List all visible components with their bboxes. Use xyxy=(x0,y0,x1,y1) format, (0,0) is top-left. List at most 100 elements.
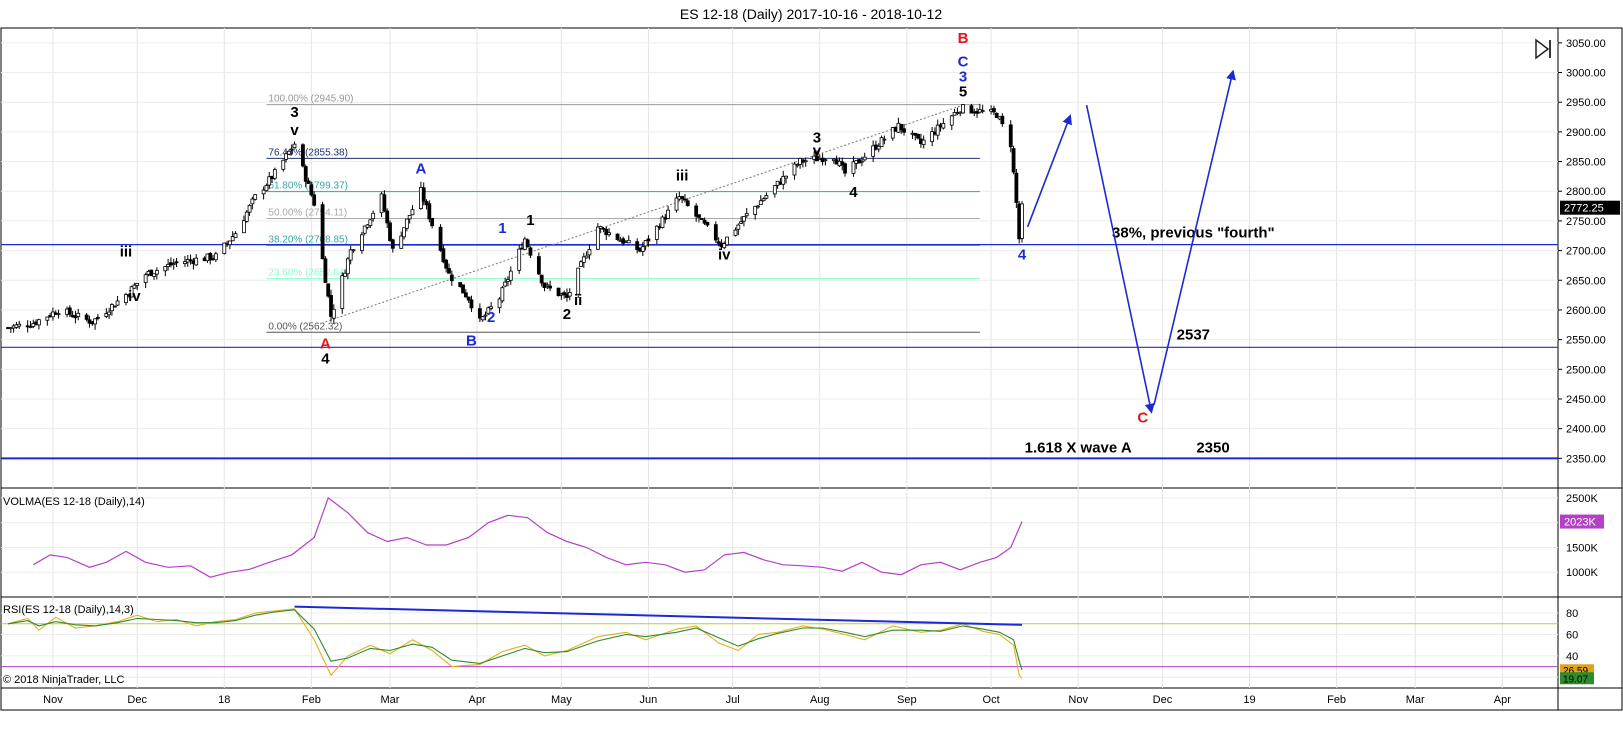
candle-body xyxy=(444,259,449,269)
candle-body xyxy=(135,283,140,286)
candle-body xyxy=(36,319,41,326)
wave-label: C xyxy=(1137,410,1148,427)
candle-body xyxy=(823,159,828,162)
fib-level-label: 100.00% (2945.90) xyxy=(268,94,353,105)
candle-body xyxy=(461,284,465,294)
candle-body xyxy=(643,240,648,247)
wave-label: C xyxy=(958,54,969,71)
candle-body xyxy=(253,194,258,200)
candle-body xyxy=(250,198,255,205)
candle-body xyxy=(980,110,985,112)
wave-label: v xyxy=(290,122,299,139)
fib-level-label: 50.00% (2754.11) xyxy=(268,207,347,218)
candle-body xyxy=(323,258,328,283)
candle-body xyxy=(129,286,134,298)
candle-body xyxy=(992,108,996,113)
x-tick-label: Nov xyxy=(43,694,63,706)
copyright-label: © 2018 NinjaTrader, LLC xyxy=(3,674,124,686)
candle-body xyxy=(430,218,435,227)
candle-body xyxy=(697,214,701,218)
candle-body xyxy=(407,215,412,220)
x-tick-label: Feb xyxy=(302,694,321,706)
x-tick-label: Apr xyxy=(1494,694,1511,706)
candle-body xyxy=(601,227,606,230)
candle-body xyxy=(694,205,699,217)
candle-body xyxy=(331,308,336,319)
candle-body xyxy=(607,232,611,236)
x-tick-label: Mar xyxy=(1406,694,1425,706)
volma-tick-label: 1500K xyxy=(1566,542,1598,554)
candle-body xyxy=(699,218,704,220)
wave-label: 4 xyxy=(321,350,330,367)
candle-body xyxy=(764,195,769,199)
annotation-label: 38%, previous "fourth" xyxy=(1112,225,1275,242)
candle-body xyxy=(228,240,232,246)
candle-body xyxy=(292,143,297,149)
candle-body xyxy=(680,196,685,200)
candle-body xyxy=(548,285,553,289)
x-tick-label: Dec xyxy=(127,694,147,706)
x-tick-label: 18 xyxy=(218,694,230,706)
price-tick-label: 3000.00 xyxy=(1566,68,1606,80)
candle-body xyxy=(567,292,572,297)
candle-body xyxy=(736,224,741,230)
wave-label: v xyxy=(813,143,822,160)
candle-body xyxy=(289,148,294,151)
x-tick-label: Nov xyxy=(1068,694,1088,706)
candle-body xyxy=(466,296,471,301)
candle-body xyxy=(152,273,156,277)
candle-body xyxy=(584,255,589,259)
price-tick-label: 2950.00 xyxy=(1566,97,1606,109)
volma-tick-label: 1000K xyxy=(1566,567,1598,579)
candle-body xyxy=(725,236,729,246)
wave-label: A xyxy=(415,160,426,177)
candle-body xyxy=(935,124,940,136)
candle-body xyxy=(427,203,432,220)
wave-label: iii xyxy=(120,244,133,261)
wave-label: 4 xyxy=(1018,246,1027,263)
fib-level-label: 38.20% (2708.85) xyxy=(268,234,348,245)
candle-body xyxy=(961,104,965,114)
candle-body xyxy=(702,219,707,224)
candle-body xyxy=(949,115,954,126)
projection-arrow xyxy=(1153,69,1236,406)
candle-body xyxy=(303,166,308,182)
candle-body xyxy=(95,317,100,319)
candle-body xyxy=(371,212,376,220)
candle-body xyxy=(879,137,884,147)
candle-body xyxy=(163,266,168,272)
candle-body xyxy=(441,248,446,263)
wave-label: B xyxy=(466,333,477,350)
candle-body xyxy=(149,269,154,277)
maximize-icon[interactable] xyxy=(1535,38,1551,60)
candle-body xyxy=(500,287,505,302)
candle-body xyxy=(264,185,269,191)
wave-label: 2 xyxy=(563,306,571,323)
candle-body xyxy=(309,184,314,196)
candle-body xyxy=(930,131,935,142)
candle-body xyxy=(28,326,33,329)
candle-body xyxy=(261,189,266,195)
candle-body xyxy=(635,241,640,251)
candle-body xyxy=(247,205,252,213)
price-tick-label: 2650.00 xyxy=(1566,275,1606,287)
projection-arrow xyxy=(1085,104,1155,414)
candle-body xyxy=(753,205,758,215)
rsi-series-line xyxy=(7,609,1023,670)
candle-body xyxy=(320,204,325,260)
candle-body xyxy=(941,122,946,129)
candle-body xyxy=(438,226,443,251)
candle-body xyxy=(174,261,179,264)
chart-title: ES 12-18 (Daily) 2017-10-16 - 2018-10-12 xyxy=(680,6,942,22)
candle-body xyxy=(587,249,592,256)
price-tick-label: 2350.00 xyxy=(1566,453,1606,465)
candle-body xyxy=(340,275,345,309)
candle-body xyxy=(76,312,81,317)
wave-label: iii xyxy=(676,168,689,185)
candle-body xyxy=(581,256,586,263)
candle-body xyxy=(556,287,561,297)
candle-body xyxy=(902,128,906,133)
candle-body xyxy=(424,201,429,206)
candle-body xyxy=(244,211,249,222)
